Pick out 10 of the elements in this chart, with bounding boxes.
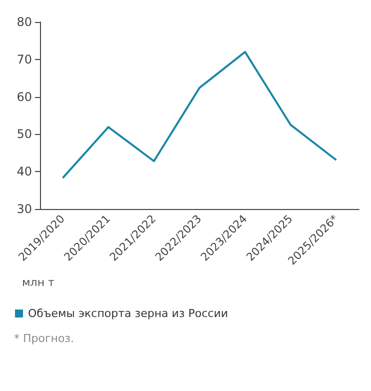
y-tick-label: 30 <box>16 202 32 216</box>
y-axis-title: млн т <box>22 276 56 289</box>
y-tick-label: 50 <box>16 127 32 142</box>
y-tick-label: 40 <box>16 164 32 179</box>
y-tick-label: 60 <box>16 90 32 104</box>
legend-label: Объемы экспорта зерна из России <box>28 307 228 320</box>
y-tick-label: 70 <box>16 52 32 66</box>
line-series <box>62 50 338 179</box>
text: * Прогноз. <box>14 332 74 345</box>
y-tick-label: 80 <box>16 15 32 29</box>
